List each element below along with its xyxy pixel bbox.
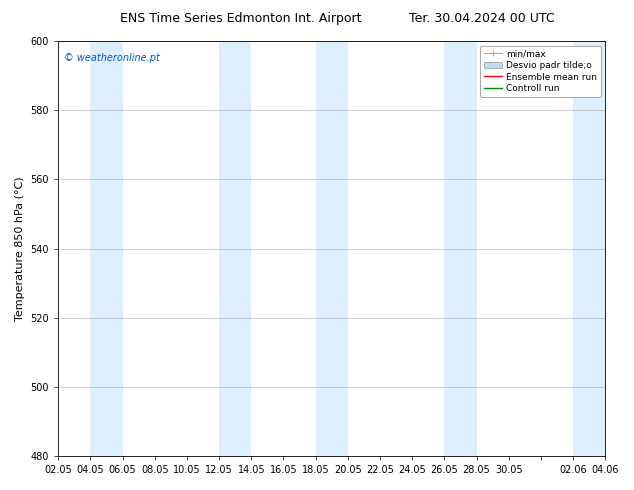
Y-axis label: Temperature 850 hPa (°C): Temperature 850 hPa (°C) bbox=[15, 176, 25, 321]
Text: © weatheronline.pt: © weatheronline.pt bbox=[63, 53, 160, 64]
Bar bbox=[91, 41, 122, 456]
Bar bbox=[316, 41, 348, 456]
Bar bbox=[444, 41, 477, 456]
Bar bbox=[219, 41, 251, 456]
Text: Ter. 30.04.2024 00 UTC: Ter. 30.04.2024 00 UTC bbox=[409, 12, 555, 25]
Text: ENS Time Series Edmonton Int. Airport: ENS Time Series Edmonton Int. Airport bbox=[120, 12, 361, 25]
Legend: min/max, Desvio padr tilde;o, Ensemble mean run, Controll run: min/max, Desvio padr tilde;o, Ensemble m… bbox=[480, 46, 601, 97]
Bar bbox=[573, 41, 605, 456]
